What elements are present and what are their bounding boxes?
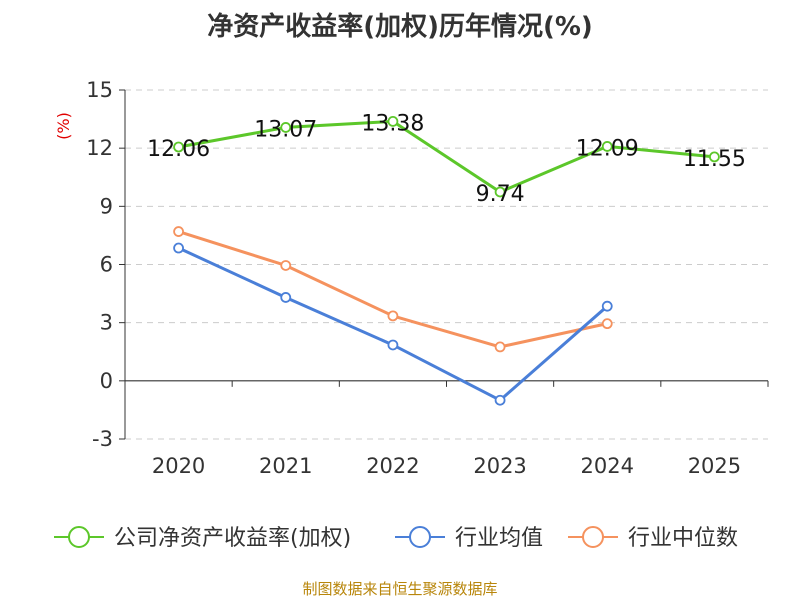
data-point <box>280 122 292 133</box>
data-point <box>387 116 399 127</box>
data-point <box>494 186 506 198</box>
data-point <box>173 226 184 237</box>
legend-marker <box>582 526 604 548</box>
data-label: 9.74 <box>476 182 525 207</box>
x-tick-label: 2022 <box>366 454 419 478</box>
x-tick-label: 2024 <box>581 454 634 478</box>
legend-label: 公司净资产收益率(加权) <box>114 526 351 551</box>
data-point <box>387 310 399 322</box>
data-label: 11.55 <box>683 147 746 172</box>
x-tick-label: 2021 <box>259 454 312 478</box>
data-label: 12.09 <box>576 136 639 161</box>
data-label: 12.06 <box>147 137 210 162</box>
x-tick-label: 2020 <box>152 454 205 478</box>
y-tick-label: -3 <box>92 427 113 451</box>
series-line <box>178 119 715 194</box>
data-point <box>387 339 399 351</box>
x-tick-label: 2025 <box>688 454 741 478</box>
data-point <box>601 318 613 330</box>
data-point <box>173 242 184 254</box>
data-label: 13.07 <box>254 117 317 142</box>
data-point <box>280 260 292 271</box>
series-line <box>177 246 609 402</box>
legend-marker <box>68 526 90 548</box>
chart-title: 净资产收益率(加权)历年情况(%) <box>207 12 593 42</box>
legend-label: 行业均值 <box>455 526 543 551</box>
x-tick-label: 2023 <box>473 454 526 478</box>
series-line <box>178 230 608 349</box>
y-axis-unit: (%) <box>54 112 73 140</box>
y-tick-label: 0 <box>100 369 113 393</box>
data-point <box>601 141 613 152</box>
data-point <box>280 292 292 303</box>
data-point <box>709 151 720 163</box>
y-tick-label: 9 <box>100 194 113 218</box>
data-point <box>173 141 184 153</box>
data-point <box>494 341 506 353</box>
y-tick-label: 15 <box>86 78 113 102</box>
source-note: 制图数据来自恒生聚源数据库 <box>302 580 498 598</box>
data-label: 13.38 <box>361 111 424 136</box>
data-point <box>494 394 506 406</box>
data-point <box>601 300 613 312</box>
y-tick-label: 12 <box>86 136 113 160</box>
legend-marker <box>409 526 431 548</box>
legend-label: 行业中位数 <box>628 526 738 551</box>
y-tick-label: 3 <box>100 311 113 335</box>
y-tick-label: 6 <box>100 253 113 277</box>
